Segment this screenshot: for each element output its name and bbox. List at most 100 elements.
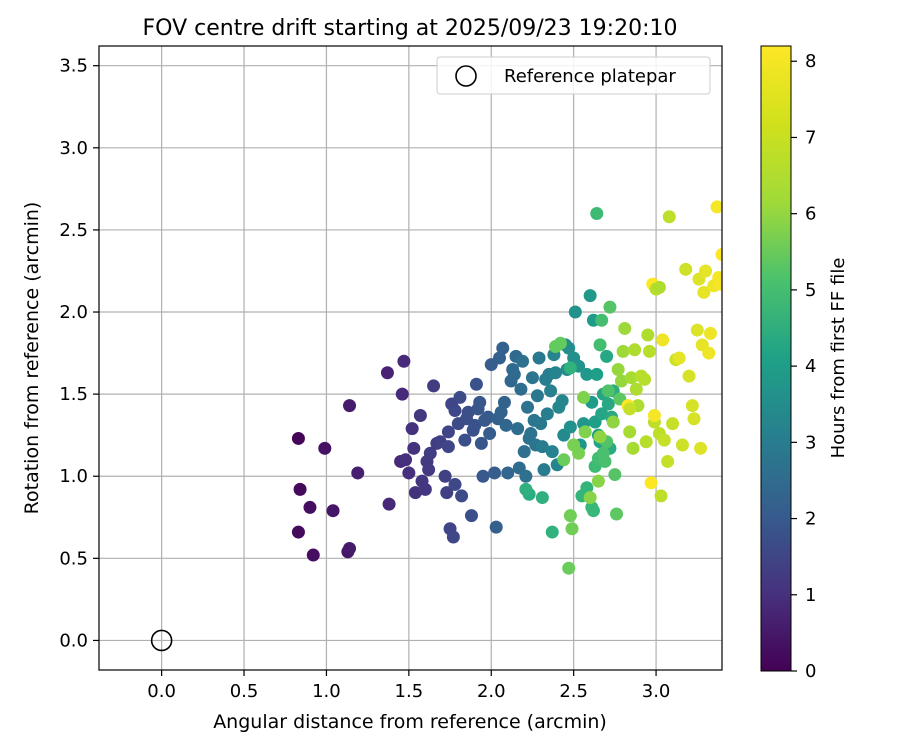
y-axis-ticks: 0.0 0.5 1.0 1.5 2.0 2.5 3.0 3.5: [59, 56, 99, 651]
data-point: [476, 469, 490, 483]
data-point: [530, 389, 544, 403]
data-point: [610, 507, 624, 521]
data-point: [623, 425, 637, 439]
data-point: [494, 405, 508, 419]
data-point: [565, 522, 579, 536]
data-point: [468, 418, 482, 432]
data-point: [580, 481, 594, 495]
data-point: [595, 407, 609, 421]
colorbar-tick-label: 2: [805, 509, 816, 530]
colorbar-label: Hours from first FF file: [828, 258, 849, 459]
data-point: [593, 338, 607, 352]
data-point: [517, 445, 531, 459]
colorbar-tick-label: 7: [805, 127, 816, 148]
data-point: [291, 525, 305, 539]
data-point: [382, 497, 396, 511]
data-point: [626, 441, 640, 455]
data-point: [514, 382, 528, 396]
data-point: [682, 369, 696, 383]
data-point: [595, 313, 609, 327]
data-point: [591, 474, 605, 488]
colorbar-tick-label: 4: [805, 356, 816, 377]
data-point: [644, 476, 658, 490]
data-point: [326, 504, 340, 518]
data-point: [586, 504, 600, 518]
x-axis-ticks: 0.0 0.5 1.0 1.5 2.0 2.5 3.0: [147, 670, 670, 702]
x-tick-label: 0.0: [147, 681, 176, 702]
data-point: [351, 466, 365, 480]
data-points: [291, 200, 722, 575]
data-point: [608, 468, 622, 482]
data-point: [629, 382, 643, 396]
data-point: [540, 407, 554, 421]
data-point: [497, 395, 511, 409]
y-tick-label: 1.5: [59, 384, 88, 405]
plot-frame: [98, 45, 723, 671]
x-tick-label: 0.5: [230, 681, 259, 702]
data-point: [422, 463, 436, 477]
data-point: [642, 344, 656, 358]
x-axis-label: Angular distance from reference (arcmin): [213, 711, 607, 733]
data-point: [534, 417, 548, 431]
data-point: [675, 438, 689, 452]
data-point: [455, 489, 469, 503]
data-point: [555, 394, 569, 408]
data-point: [519, 469, 533, 483]
data-point: [453, 390, 467, 404]
data-point: [590, 367, 604, 381]
data-point: [639, 435, 653, 449]
data-point: [318, 441, 332, 455]
data-point: [652, 280, 666, 294]
data-point: [583, 289, 597, 303]
data-point: [524, 427, 538, 441]
colorbar-ticks: 0 1 2 3 4 5 6 7 8: [791, 51, 816, 682]
data-point: [499, 418, 513, 432]
data-point: [590, 206, 604, 220]
data-point: [656, 333, 670, 347]
data-point: [441, 425, 455, 439]
y-tick-label: 3.0: [59, 138, 88, 159]
data-point: [474, 436, 488, 450]
data-point: [402, 466, 416, 480]
data-point: [557, 453, 571, 467]
data-point: [583, 491, 597, 505]
data-point: [469, 377, 483, 391]
data-point: [638, 372, 652, 386]
x-tick-label: 3.0: [642, 681, 671, 702]
data-point: [423, 446, 437, 460]
data-point: [687, 412, 701, 426]
data-point: [568, 305, 582, 319]
data-point: [690, 323, 704, 337]
data-point: [601, 384, 615, 398]
data-point: [577, 390, 591, 404]
data-point: [685, 399, 699, 413]
data-point: [501, 466, 515, 480]
data-point: [427, 379, 441, 393]
colorbar-tick-label: 5: [805, 280, 816, 301]
data-point: [623, 402, 637, 416]
data-point: [507, 367, 521, 381]
data-point: [397, 354, 411, 368]
data-point: [405, 422, 419, 436]
y-tick-label: 1.0: [59, 466, 88, 487]
data-point: [448, 404, 462, 418]
data-point: [496, 341, 510, 355]
legend-marker-icon: [455, 65, 477, 87]
data-point: [611, 362, 625, 376]
y-tick-label: 0.5: [59, 548, 88, 569]
data-point: [572, 446, 586, 460]
data-point: [343, 399, 357, 413]
data-point: [525, 371, 539, 385]
data-point: [306, 548, 320, 562]
data-point: [521, 400, 535, 414]
data-point: [641, 328, 655, 342]
data-point: [303, 500, 317, 514]
legend-label: Reference platepar: [504, 66, 676, 87]
data-point: [593, 430, 607, 444]
data-point: [647, 408, 661, 422]
data-point: [715, 248, 722, 262]
data-point: [600, 349, 614, 363]
data-point: [699, 264, 713, 278]
data-point: [710, 200, 722, 214]
